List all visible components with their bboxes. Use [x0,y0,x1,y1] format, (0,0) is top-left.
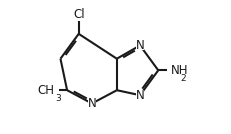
Text: CH: CH [37,84,55,97]
Text: N: N [135,39,144,52]
FancyBboxPatch shape [88,98,96,108]
FancyBboxPatch shape [166,62,180,79]
FancyBboxPatch shape [135,40,143,50]
Text: N: N [135,89,144,102]
Text: 2: 2 [179,74,185,83]
Text: N: N [87,97,96,110]
Text: 3: 3 [55,94,60,103]
Text: Cl: Cl [73,8,84,21]
FancyBboxPatch shape [135,90,143,100]
FancyBboxPatch shape [73,8,84,21]
Text: NH: NH [170,64,187,77]
FancyBboxPatch shape [45,82,59,99]
